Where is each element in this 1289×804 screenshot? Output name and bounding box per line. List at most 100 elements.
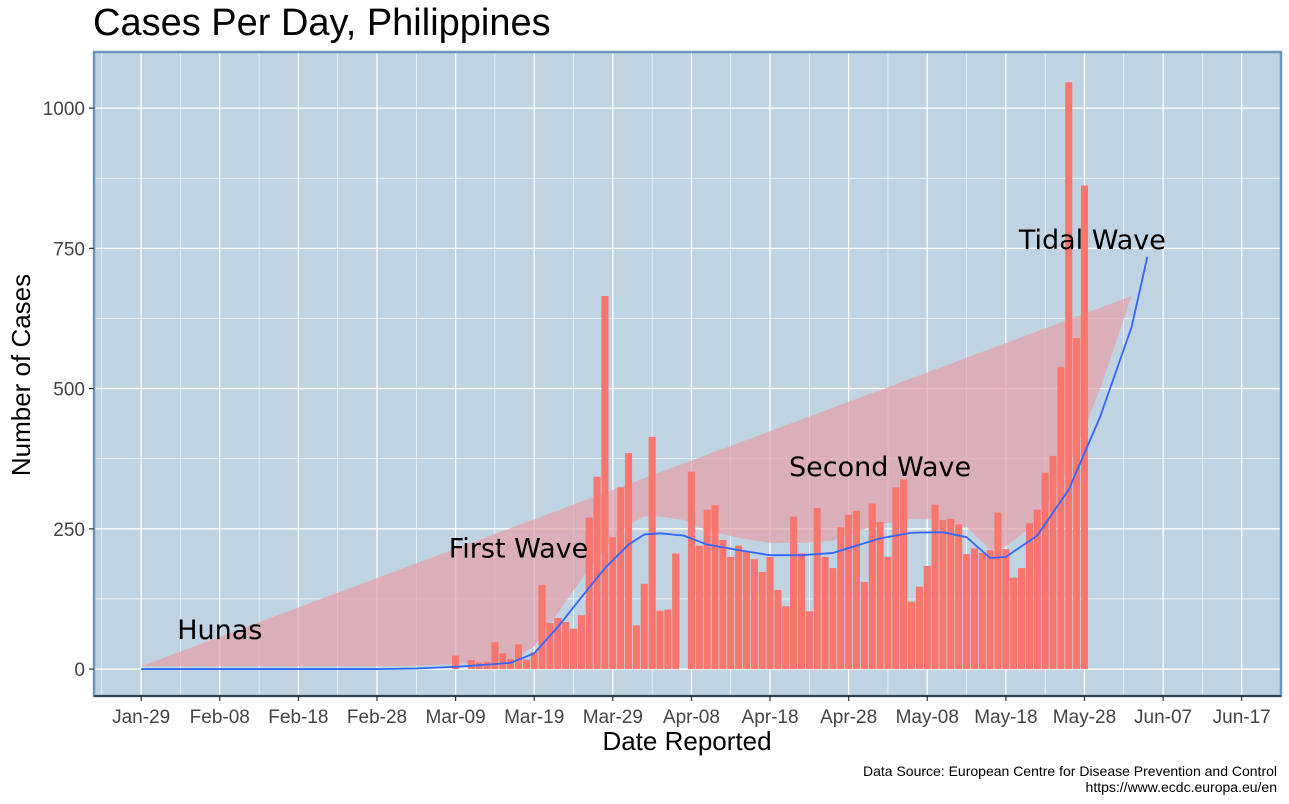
chart-title: Cases Per Day, Philippines: [93, 2, 551, 44]
bar: [892, 487, 900, 670]
bar: [703, 509, 711, 670]
smooth-ribbon: [141, 296, 1132, 667]
y-axis-label: Number of Cases: [6, 274, 36, 476]
bar: [774, 589, 782, 670]
bar: [554, 618, 562, 670]
bar: [837, 527, 845, 670]
bar: [719, 540, 727, 670]
bar: [711, 505, 719, 670]
bar: [963, 554, 971, 670]
bar: [1002, 549, 1010, 670]
smooth-line: [141, 256, 1149, 670]
bar: [876, 522, 884, 670]
bar: [829, 568, 837, 670]
bar: [750, 559, 758, 670]
bar: [499, 653, 507, 670]
y-tick-label: 500: [53, 380, 85, 401]
y-tick-label: 1000: [43, 99, 85, 120]
bar: [640, 583, 648, 670]
x-tick-label: Feb-08: [190, 707, 250, 728]
bar: [522, 659, 530, 670]
bar: [672, 553, 680, 670]
bar: [766, 556, 774, 670]
bar: [947, 518, 955, 670]
bar: [538, 584, 546, 670]
smooth-ribbon-group: [141, 296, 1132, 667]
bars: [452, 82, 1089, 670]
x-tick-label: Feb-28: [347, 707, 407, 728]
bar: [1018, 568, 1026, 670]
cases-chart: Hunas First Wave Second Wave Tidal Wave 0 25…: [6, 50, 1283, 756]
x-tick-label: May-18: [974, 707, 1037, 728]
bar: [1025, 523, 1033, 670]
y-tick-label: 250: [53, 520, 85, 541]
bar: [546, 623, 554, 670]
data-source: Data Source: European Centre for Disease…: [863, 763, 1277, 795]
bar: [805, 611, 813, 670]
bar: [656, 610, 664, 670]
bar: [907, 601, 916, 670]
bar: [735, 545, 743, 670]
bar: [562, 621, 570, 670]
bar: [609, 537, 617, 670]
annotation-label: First Wave: [449, 533, 589, 564]
bar: [491, 642, 499, 670]
bar: [813, 508, 821, 670]
x-tick-label: Feb-18: [268, 707, 328, 728]
bar: [1033, 509, 1041, 670]
bar: [868, 503, 876, 670]
bar: [978, 552, 986, 670]
bar: [742, 551, 750, 670]
x-tick-label: Jun-07: [1134, 707, 1192, 728]
x-tick-label: Apr-28: [820, 707, 877, 728]
x-tick-label: Jan-29: [112, 707, 170, 728]
x-axis: Jan-29 Feb-08 Feb-18 Feb-28 Mar-09 Mar-19 Mar-…: [112, 696, 1271, 728]
bar: [1057, 367, 1065, 670]
bar: [727, 556, 735, 670]
x-tick-label: May-08: [896, 707, 959, 728]
y-axis: 0 250 500 750 1000: [43, 99, 94, 681]
bar: [695, 545, 703, 670]
bar: [1080, 185, 1089, 670]
bar: [939, 519, 947, 670]
bar: [1049, 455, 1057, 670]
bar: [593, 476, 601, 670]
x-tick-label: Mar-19: [504, 707, 564, 728]
bar: [585, 517, 593, 670]
bar: [884, 556, 892, 670]
y-tick-label: 0: [74, 660, 85, 681]
bar: [758, 572, 766, 670]
x-tick-label: Mar-29: [583, 707, 643, 728]
bar: [970, 548, 978, 670]
data-source-line: Data Source: European Centre for Disease…: [862, 763, 1277, 779]
bar: [1010, 577, 1018, 670]
bar: [632, 625, 640, 670]
bar: [923, 565, 931, 670]
x-tick-label: Apr-18: [742, 707, 799, 728]
bar: [852, 510, 861, 670]
annotation-label: Second Wave: [789, 452, 971, 483]
x-axis-label: Date Reported: [602, 726, 771, 756]
bar: [577, 615, 585, 670]
bar: [994, 512, 1002, 670]
bar: [1065, 82, 1073, 670]
bar: [625, 453, 633, 670]
bar: [601, 296, 609, 670]
bar: [687, 471, 695, 670]
data-source-url: https://www.ecdc.europa.eu/en: [1085, 779, 1277, 795]
bar: [530, 652, 538, 670]
bar: [915, 586, 923, 670]
bar: [514, 644, 523, 670]
bar: [821, 556, 829, 670]
bar: [931, 504, 939, 670]
bar: [986, 550, 994, 670]
x-tick-label: Jun-17: [1213, 707, 1271, 728]
bar: [664, 609, 672, 670]
bar: [845, 514, 853, 670]
bar: [860, 582, 868, 670]
bar: [569, 628, 578, 670]
x-tick-label: Apr-08: [663, 707, 720, 728]
bar: [648, 436, 656, 670]
bar: [1073, 338, 1081, 670]
annotation-label: Hunas: [177, 615, 262, 646]
